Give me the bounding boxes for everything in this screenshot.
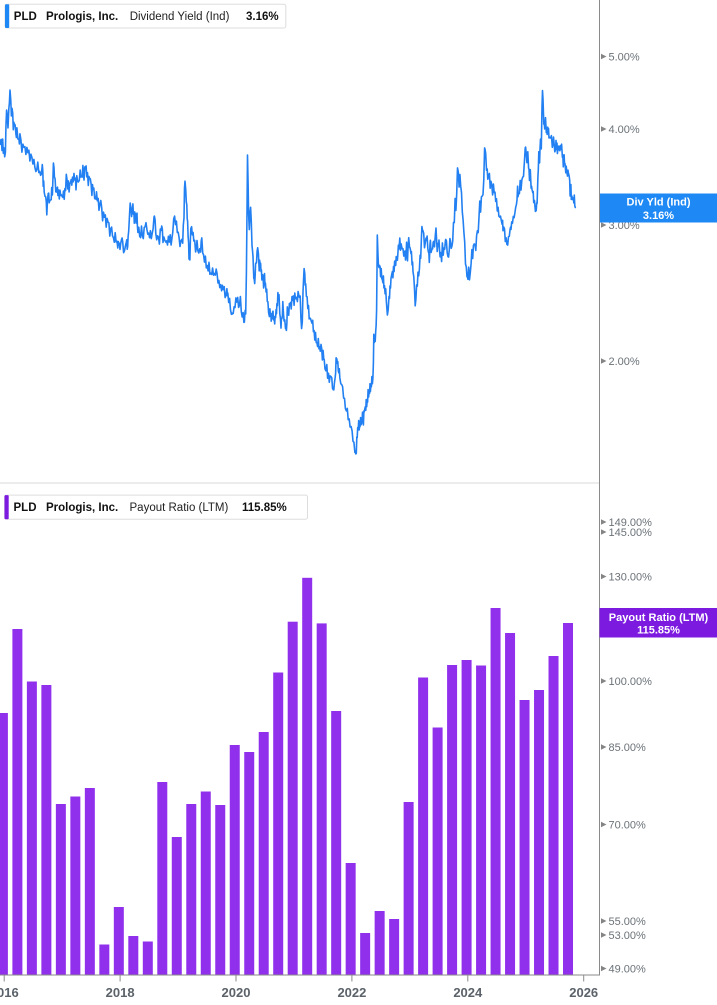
svg-text:Prologis, Inc.: Prologis, Inc. xyxy=(46,11,118,23)
svg-text:3.00%: 3.00% xyxy=(609,220,640,232)
svg-text:55.00%: 55.00% xyxy=(609,916,647,928)
svg-text:Prologis, Inc.: Prologis, Inc. xyxy=(46,502,118,514)
svg-text:115.85%: 115.85% xyxy=(637,625,680,637)
svg-text:115.85%: 115.85% xyxy=(242,502,287,514)
svg-text:Div Yld (Ind): Div Yld (Ind) xyxy=(627,197,691,209)
svg-text:3.16%: 3.16% xyxy=(246,11,279,23)
svg-text:PLD: PLD xyxy=(14,11,37,23)
svg-text:2026: 2026 xyxy=(569,985,598,1000)
svg-text:2.00%: 2.00% xyxy=(609,356,640,368)
svg-text:2022: 2022 xyxy=(337,985,366,1000)
svg-text:70.00%: 70.00% xyxy=(609,820,647,832)
svg-text:149.00%: 149.00% xyxy=(609,517,653,529)
svg-text:2016: 2016 xyxy=(0,985,19,1000)
svg-text:4.00%: 4.00% xyxy=(609,124,640,136)
svg-text:5.00%: 5.00% xyxy=(609,52,640,64)
svg-text:53.00%: 53.00% xyxy=(609,930,647,942)
svg-text:Dividend Yield (Ind): Dividend Yield (Ind) xyxy=(130,11,230,23)
svg-text:85.00%: 85.00% xyxy=(609,742,647,754)
svg-text:Payout Ratio (LTM): Payout Ratio (LTM) xyxy=(130,502,229,514)
svg-text:130.00%: 130.00% xyxy=(609,572,653,584)
svg-text:100.00%: 100.00% xyxy=(609,676,653,688)
svg-text:PLD: PLD xyxy=(14,502,37,514)
svg-text:2024: 2024 xyxy=(453,985,483,1000)
svg-text:145.00%: 145.00% xyxy=(609,527,653,539)
svg-text:49.00%: 49.00% xyxy=(609,964,647,976)
svg-text:2020: 2020 xyxy=(222,985,251,1000)
svg-text:3.16%: 3.16% xyxy=(643,210,674,222)
svg-text:2018: 2018 xyxy=(106,985,135,1000)
svg-text:Payout Ratio (LTM): Payout Ratio (LTM) xyxy=(609,612,709,624)
